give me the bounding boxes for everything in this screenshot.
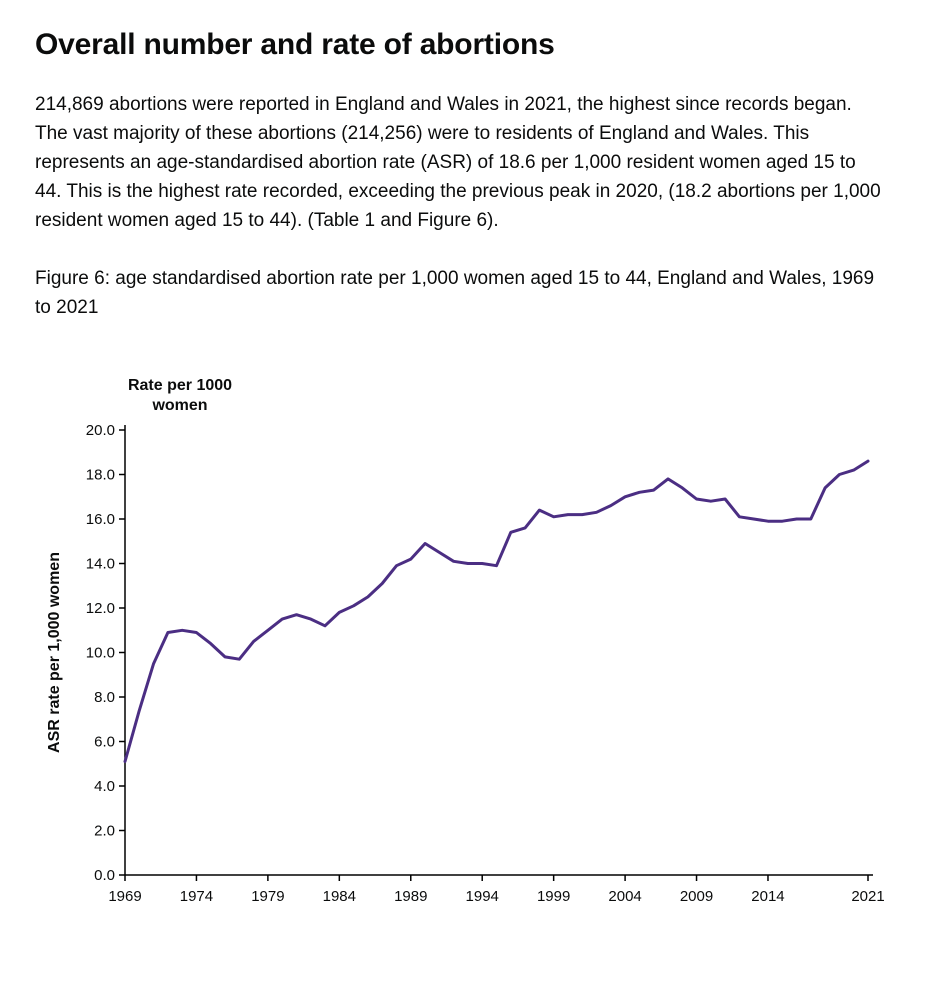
x-tick-label: 2009 — [680, 888, 713, 905]
x-tick-label: 2021 — [851, 888, 884, 905]
asr-line-chart: 0.0 2.0 4.0 6.0 8.0 10.0 12.0 14.0 16.0 18.0 20.0 1… — [46, 377, 885, 905]
body-paragraph: 214,869 abortions were reported in Engla… — [35, 94, 881, 231]
x-tick-label: 1979 — [251, 888, 284, 905]
x-tick-label: 1989 — [394, 888, 427, 905]
y-tick-label: 6.0 — [94, 734, 115, 751]
y-tick-label: 4.0 — [94, 778, 115, 795]
y-tick-label: 18.0 — [86, 467, 115, 484]
y-tick-label: 14.0 — [86, 556, 115, 573]
x-tick-label: 1999 — [537, 888, 570, 905]
y-tick-label: 2.0 — [94, 823, 115, 840]
y-axis-title: ASR rate per 1,000 women — [46, 552, 63, 753]
figure-caption: Figure 6: age standardised abortion rate… — [35, 268, 875, 318]
y-tick-label: 10.0 — [86, 645, 115, 662]
y-tick-label: 20.0 — [86, 422, 115, 439]
x-tick-label: 1974 — [180, 888, 213, 905]
x-tick-label: 1984 — [323, 888, 356, 905]
x-tick-label: 1994 — [466, 888, 499, 905]
report-page: Overall number and rate of abortions 214… — [35, 28, 895, 933]
y-tick-label: 8.0 — [94, 689, 115, 706]
chart-title: Rate per 1000 — [128, 377, 232, 394]
y-tick-label: 0.0 — [94, 867, 115, 884]
y-tick-label: 16.0 — [86, 511, 115, 528]
chart-line — [123, 459, 870, 763]
chart-title: women — [151, 397, 207, 414]
x-tick-label: 1969 — [108, 888, 141, 905]
page-title: Overall number and rate of abortions — [35, 28, 555, 61]
figure-6: 0.0 2.0 4.0 6.0 8.0 10.0 12.0 14.0 16.0 18.0 20.0 1… — [35, 368, 895, 933]
x-tick-label: 2004 — [608, 888, 641, 905]
x-tick-label: 2014 — [751, 888, 784, 905]
y-tick-label: 12.0 — [86, 600, 115, 617]
